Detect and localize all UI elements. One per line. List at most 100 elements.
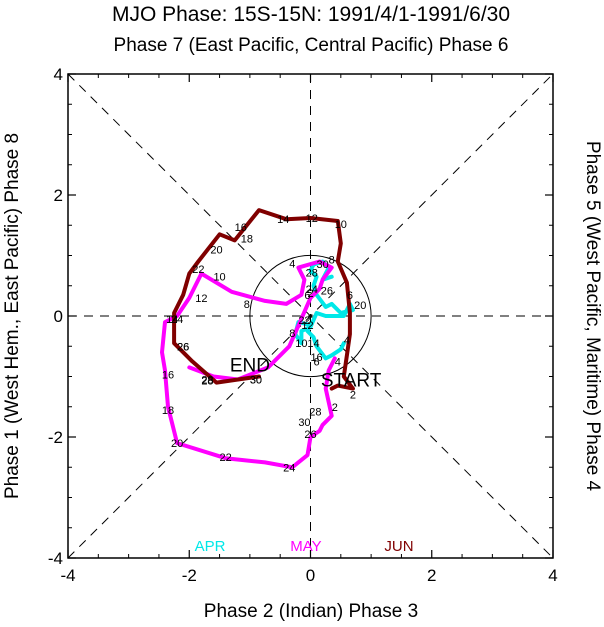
day-label-may: 4 (289, 258, 295, 270)
day-label-jun: 10 (335, 219, 347, 231)
day-label-may: 20 (171, 438, 183, 450)
series-point-jun (308, 216, 313, 220)
day-label-apr: 8 (289, 328, 295, 340)
series-point-may (308, 435, 313, 439)
series-point-may (175, 314, 179, 318)
amplitude-one-circle (249, 254, 372, 378)
series-point-apr (305, 329, 310, 333)
series-point-apr (339, 311, 343, 315)
x-tick-label: 4 (548, 566, 557, 585)
series-point-apr (311, 335, 316, 339)
series-point-jun (342, 374, 346, 379)
x-tick-label: -2 (182, 566, 197, 585)
series-point-apr (299, 341, 304, 345)
day-label-apr: 16 (310, 352, 322, 364)
day-label-jun: 28 (201, 376, 213, 388)
series-point-jun (348, 332, 352, 336)
series-point-jun (336, 259, 340, 264)
series-point-jun (233, 238, 237, 242)
top-phase-label: Phase 7 (East Pacific, Central Pacific) … (114, 35, 509, 56)
day-label-apr: 28 (306, 267, 318, 279)
series-point-jun (284, 217, 288, 221)
day-label-jun: 18 (241, 234, 253, 246)
series-point-apr (324, 356, 328, 360)
series-point-apr (351, 308, 355, 312)
x-tick-label: 0 (306, 566, 315, 585)
series-point-apr (342, 341, 346, 345)
series-point-apr (314, 275, 319, 279)
series-point-apr (342, 314, 346, 318)
series-point-jun (257, 208, 261, 212)
day-label-apr: 4 (335, 356, 341, 368)
series-point-jun (196, 259, 200, 264)
day-label-apr: 12 (301, 320, 313, 332)
series-point-may (324, 387, 328, 391)
series-line-jun (172, 208, 355, 391)
series-point-may (290, 465, 294, 469)
series-point-apr (330, 302, 334, 306)
series-point-may (163, 368, 167, 373)
day-label-apr: 14 (307, 338, 319, 350)
y-tick-label: -4 (48, 549, 63, 568)
series-point-apr (311, 284, 316, 288)
series-point-may (266, 365, 270, 370)
day-label-may: 26 (304, 429, 316, 441)
day-label-jun: 26 (177, 341, 189, 353)
day-label-apr: 6 (314, 356, 320, 368)
series-point-may (305, 453, 310, 457)
legend-item-jun: JUN (384, 538, 413, 555)
day-label-may: 26 (177, 341, 189, 353)
day-label-apr: 10 (295, 338, 307, 350)
series-point-may (187, 296, 191, 300)
day-label-may: 28 (201, 375, 213, 387)
day-label-may: 6 (304, 290, 310, 302)
day-label-jun: 8 (329, 255, 335, 267)
series-point-may (284, 302, 288, 306)
x-tick-label: 2 (427, 566, 436, 585)
day-label-apr: 30 (317, 259, 329, 271)
y-tick-label: 0 (54, 307, 63, 326)
series-point-may (199, 272, 203, 276)
series-point-may (330, 266, 334, 270)
series-point-may (321, 278, 325, 282)
series-point-may (317, 429, 322, 433)
series-point-jun (187, 272, 191, 276)
series-point-may (287, 344, 291, 348)
series-point-may (317, 259, 322, 264)
day-label-may: 14 (166, 314, 178, 326)
series-point-may (296, 266, 300, 270)
day-label-apr: 2 (307, 288, 313, 300)
day-label-apr: 22 (298, 315, 310, 327)
day-label-apr: 20 (354, 300, 366, 312)
series-point-apr (324, 305, 328, 309)
series-point-jun (330, 387, 334, 391)
day-label-jun: 24 (171, 314, 183, 326)
series-point-may (302, 278, 307, 282)
series-point-may (230, 290, 234, 294)
series-point-jun (351, 387, 355, 391)
series-point-may (299, 293, 304, 297)
series-point-jun (336, 219, 340, 223)
legend-item-apr: APR (195, 538, 226, 555)
series-point-may (166, 405, 170, 409)
right-phase-label: Phase 5 (West Pacific, Maritime) Phase 4 (582, 141, 603, 492)
series-point-may (263, 299, 267, 303)
series-point-jun (181, 293, 185, 297)
series-point-may (333, 356, 337, 360)
series-point-jun (190, 359, 194, 363)
legend-item-may: MAY (290, 538, 321, 555)
day-label-apr: 24 (306, 284, 318, 296)
series-point-may (317, 287, 322, 291)
series-point-may (224, 456, 228, 460)
day-label-jun: 4 (344, 335, 350, 347)
chart-title: MJO Phase: 15S-15N: 1991/4/1-1991/6/30 (112, 3, 510, 26)
day-label-may: 28 (309, 407, 321, 419)
day-label-may: 12 (195, 293, 207, 305)
series-point-may (263, 460, 267, 465)
series-point-jun (172, 341, 176, 345)
day-label-apr: 26 (321, 286, 333, 298)
day-label-may: 30 (250, 375, 262, 387)
day-label-may: 18 (162, 405, 174, 417)
day-label-jun: 12 (306, 213, 318, 225)
